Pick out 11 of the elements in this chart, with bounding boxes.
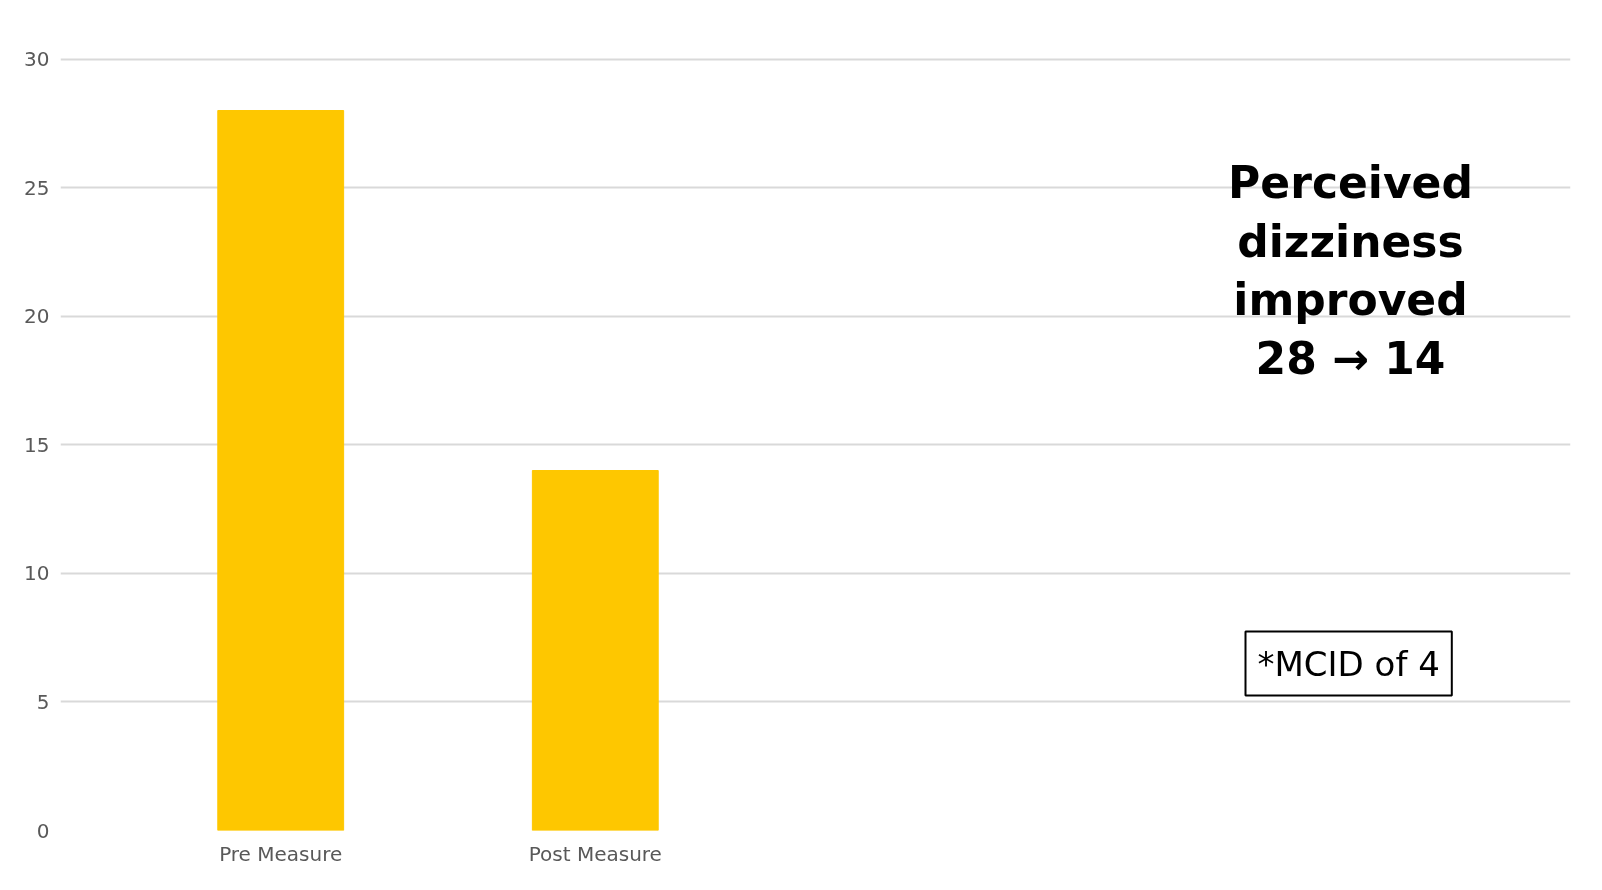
y-tick-label: 30 [24, 47, 50, 72]
y-tick-label: 15 [24, 432, 50, 457]
text: Perceived dizziness improved 28 → 14 [1228, 157, 1473, 384]
y-tick-label: 20 [24, 304, 50, 329]
y-tick-label: 5 [36, 689, 50, 714]
y-tick-label: 25 [24, 175, 50, 200]
x-tick-label: Pre Measure [219, 841, 343, 866]
y-tick-label: 10 [24, 561, 50, 586]
x-tick-label: Post Measure [528, 841, 662, 866]
y-tick-label: 0 [36, 818, 50, 843]
text: *MCID of 4 [1257, 643, 1440, 684]
